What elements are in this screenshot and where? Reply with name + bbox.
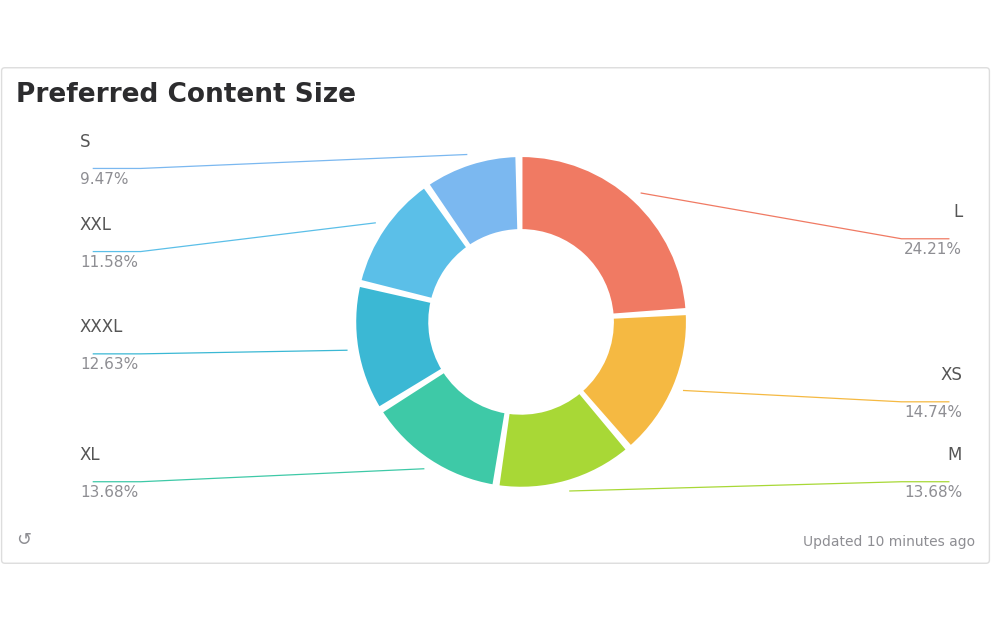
Text: 11.58%: 11.58% bbox=[80, 255, 138, 270]
Wedge shape bbox=[382, 372, 506, 486]
Text: ↺: ↺ bbox=[16, 531, 31, 549]
Text: 13.68%: 13.68% bbox=[904, 485, 962, 500]
Wedge shape bbox=[360, 187, 468, 300]
Wedge shape bbox=[428, 156, 518, 246]
Text: XXL: XXL bbox=[80, 216, 112, 234]
Text: XS: XS bbox=[940, 366, 962, 384]
Text: 24.21%: 24.21% bbox=[904, 242, 962, 257]
Text: XXXL: XXXL bbox=[80, 318, 123, 336]
Text: Preferred Content Size: Preferred Content Size bbox=[16, 82, 356, 108]
Wedge shape bbox=[355, 285, 443, 408]
Text: 14.74%: 14.74% bbox=[904, 405, 962, 420]
Text: Updated 10 minutes ago: Updated 10 minutes ago bbox=[803, 535, 975, 549]
Wedge shape bbox=[497, 392, 627, 488]
Wedge shape bbox=[521, 156, 687, 315]
Wedge shape bbox=[582, 314, 688, 447]
Text: M: M bbox=[947, 446, 962, 464]
Text: XL: XL bbox=[80, 446, 100, 464]
Text: 13.68%: 13.68% bbox=[80, 485, 138, 500]
Text: L: L bbox=[953, 203, 962, 221]
Text: S: S bbox=[80, 133, 90, 151]
Text: 12.63%: 12.63% bbox=[80, 357, 138, 372]
Text: 9.47%: 9.47% bbox=[80, 172, 129, 187]
